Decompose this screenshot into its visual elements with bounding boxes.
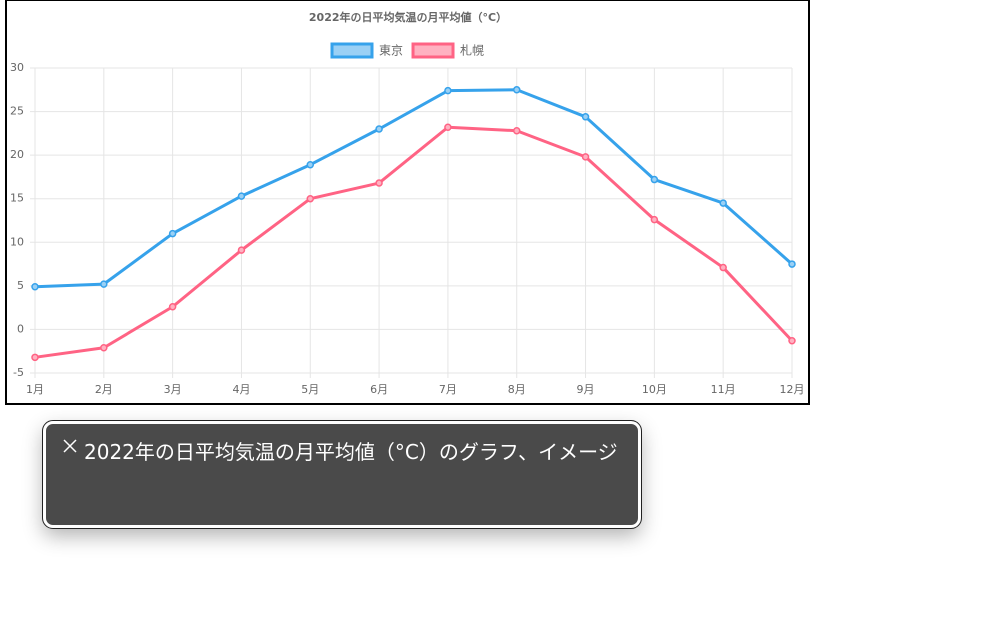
data-point — [31, 353, 39, 362]
y-tick-label: 30 — [10, 61, 24, 74]
data-point — [719, 263, 727, 272]
x-tick-label: 2月 — [95, 383, 113, 396]
caption-text: 2022年の日平均気温の月平均値（°C）のグラフ、イメージ — [84, 440, 618, 464]
y-tick-label: 0 — [17, 322, 24, 335]
data-point — [306, 194, 315, 203]
data-point — [375, 125, 383, 133]
y-tick-label: 15 — [10, 192, 24, 205]
x-tick-label: 8月 — [508, 383, 526, 396]
data-point — [719, 199, 727, 207]
x-tick-label: 6月 — [370, 383, 388, 396]
y-tick-label: -5 — [13, 366, 24, 379]
data-point — [100, 343, 108, 352]
data-point — [650, 175, 659, 184]
x-tick-label: 12月 — [780, 383, 805, 396]
data-point — [31, 282, 39, 291]
data-point — [306, 160, 315, 169]
data-point — [100, 280, 108, 288]
data-point — [581, 153, 590, 161]
data-point — [168, 229, 177, 238]
x-tick-label: 4月 — [232, 383, 250, 396]
data-point — [581, 113, 590, 121]
y-tick-label: 25 — [10, 105, 24, 118]
data-point — [512, 86, 521, 94]
data-point — [444, 86, 452, 95]
x-tick-label: 11月 — [711, 383, 736, 396]
legend-swatch — [330, 42, 374, 59]
y-tick-label: 20 — [10, 148, 24, 161]
data-point — [788, 260, 796, 268]
data-point — [788, 337, 796, 345]
chart-frame — [5, 0, 810, 405]
close-icon[interactable] — [62, 438, 78, 454]
chart-title: 2022年の日平均気温の月平均値（°C） — [309, 10, 507, 24]
data-point — [512, 126, 521, 135]
x-tick-label: 9月 — [577, 383, 595, 396]
data-point — [444, 123, 452, 132]
data-point — [237, 246, 246, 254]
series-line — [34, 125, 794, 359]
x-tick-label: 3月 — [164, 383, 182, 396]
x-tick-label: 10月 — [642, 383, 667, 396]
data-point — [168, 303, 177, 311]
x-tick-label: 1月 — [26, 383, 44, 396]
legend-label: 札幌 — [460, 43, 484, 58]
data-point — [375, 179, 383, 187]
series-line — [34, 88, 793, 289]
x-tick-label: 5月 — [301, 383, 319, 396]
y-tick-label: 5 — [17, 279, 24, 292]
y-tick-label: 10 — [10, 235, 24, 248]
data-point — [650, 215, 659, 224]
legend-swatch — [411, 42, 455, 59]
legend-label: 東京 — [379, 44, 403, 58]
data-point — [237, 192, 246, 200]
x-tick-label: 7月 — [439, 383, 457, 396]
chart: 2022年の日平均気温の月平均値（°C） -5 0 5 10 15 20 25 30 1月 2月 3… — [5, 0, 810, 405]
caption-box[interactable]: 2022年の日平均気温の月平均値（°C）のグラフ、イメージ — [42, 420, 642, 529]
